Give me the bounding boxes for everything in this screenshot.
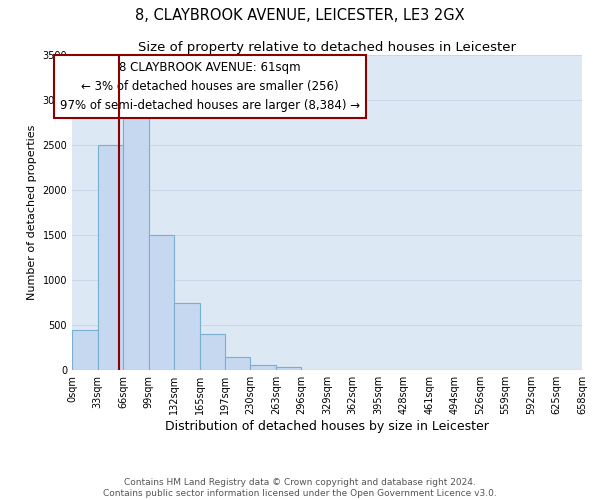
Bar bbox=[250, 364, 276, 370]
Bar bbox=[149, 235, 175, 370]
Bar bbox=[123, 118, 149, 370]
Bar bbox=[224, 356, 250, 370]
Bar bbox=[276, 368, 301, 370]
Text: 8, CLAYBROOK AVENUE, LEICESTER, LE3 2GX: 8, CLAYBROOK AVENUE, LEICESTER, LE3 2GX bbox=[135, 8, 465, 22]
Bar bbox=[175, 302, 200, 370]
Bar bbox=[200, 334, 226, 370]
Bar bbox=[72, 330, 98, 370]
Title: Size of property relative to detached houses in Leicester: Size of property relative to detached ho… bbox=[138, 41, 516, 54]
Y-axis label: Number of detached properties: Number of detached properties bbox=[27, 125, 37, 300]
X-axis label: Distribution of detached houses by size in Leicester: Distribution of detached houses by size … bbox=[165, 420, 489, 433]
Text: Contains HM Land Registry data © Crown copyright and database right 2024.
Contai: Contains HM Land Registry data © Crown c… bbox=[103, 478, 497, 498]
Text: 8 CLAYBROOK AVENUE: 61sqm
← 3% of detached houses are smaller (256)
97% of semi-: 8 CLAYBROOK AVENUE: 61sqm ← 3% of detach… bbox=[59, 62, 360, 112]
Bar bbox=[98, 145, 123, 370]
